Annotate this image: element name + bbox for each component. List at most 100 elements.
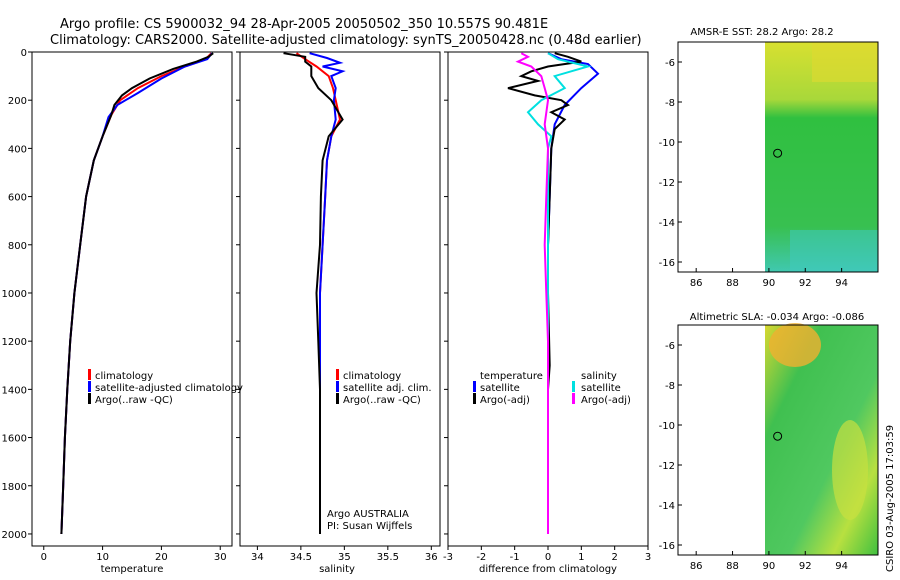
map-x-tick-label: 86	[690, 278, 703, 289]
sst-cool-patch	[790, 230, 878, 272]
map-x-tick-label: 90	[763, 561, 776, 572]
y-tick-label: 1400	[2, 385, 27, 396]
legend-label-satellite: satellite-adjusted climatology	[95, 383, 243, 394]
sst-map-title: AMSR-E SST: 28.2 Argo: 28.2	[690, 27, 833, 38]
map-y-tick-label: -12	[659, 461, 675, 472]
header-line-1: Argo profile: CS 5900032_94 28-Apr-2005 …	[60, 17, 548, 32]
legend-label-argo: Argo(..raw -QC)	[343, 395, 421, 406]
sla-high-patch	[769, 323, 821, 367]
legend-swatch-temp-satellite	[473, 381, 476, 392]
map-x-tick-label: 88	[726, 278, 739, 289]
difference-y-ticks	[444, 51, 448, 535]
sla-argo-location-marker	[773, 431, 783, 441]
series-line-argo-raw-qc-	[60, 52, 214, 535]
map-x-tick-label: 86	[690, 561, 703, 572]
series-line-salinity-argo-adj-	[515, 52, 550, 534]
difference-xlabel: difference from climatology	[479, 564, 617, 575]
legend-label-sal-argo: Argo(-adj)	[581, 395, 631, 406]
map-y-tick-label: -10	[659, 138, 675, 149]
map-x-tick-label: 90	[763, 278, 776, 289]
temperature-axes-frame	[31, 51, 233, 547]
y-tick-label: 1200	[2, 337, 27, 348]
salinity-x-axis: 34 34.5 35 35.5 36	[251, 546, 438, 563]
legend-label-sal-satellite: satellite	[581, 383, 621, 394]
salinity-legend: climatology satellite adj. clim. Argo(..…	[336, 369, 432, 406]
map-x-tick-label: 94	[835, 561, 848, 572]
map-y-tick-label: -12	[659, 178, 675, 189]
y-tick-label: 800	[8, 241, 27, 252]
legend-swatch-sal-satellite	[572, 381, 575, 392]
series-line-climatology	[60, 52, 213, 535]
y-tick-label: 400	[8, 144, 27, 155]
series-line-argo-raw-qc-	[283, 52, 344, 534]
legend-swatch-climatology	[88, 369, 91, 380]
map-y-tick-label: -16	[659, 541, 675, 552]
legend-label-climatology: climatology	[95, 371, 153, 382]
legend-swatch-temp-argo	[473, 393, 476, 404]
y-tick-label: 0	[21, 48, 27, 59]
temperature-x-axis: 0 10 20 30	[41, 546, 227, 563]
map-y-tick-label: -10	[659, 421, 675, 432]
x-tick-label: 34	[251, 552, 264, 563]
map-y-tick-label: -16	[659, 258, 675, 269]
series-line-temperature-satellite	[547, 52, 600, 534]
y-tick-label: 1800	[2, 482, 27, 493]
legend-label-salinity: salinity	[581, 371, 617, 382]
y-tick-label: 1600	[2, 434, 27, 445]
x-tick-label: -1	[510, 552, 520, 563]
x-tick-label: 1	[578, 552, 584, 563]
map-y-tick-label: -14	[659, 501, 675, 512]
temperature-legend: climatology satellite-adjusted climatolo…	[88, 369, 243, 406]
sla-map-axes: 86 88 90 92 94 -6 -8 -10 -12 -14 -16	[659, 341, 848, 572]
legend-swatch-satellite	[88, 381, 91, 392]
sla-map-panel: Altimetric SLA: -0.034 Argo: -0.086 86 88…	[659, 312, 879, 572]
legend-label-temp-argo: Argo(-adj)	[480, 395, 530, 406]
series-line-satellite	[60, 52, 213, 535]
map-y-tick-label: -14	[659, 218, 675, 229]
sla-map-frame	[677, 324, 879, 556]
salinity-panel: 34 34.5 35 35.5 36 salinity climatology sate…	[236, 51, 441, 575]
x-tick-label: 35	[338, 552, 351, 563]
legend-label-temp-satellite: satellite	[480, 383, 520, 394]
y-tick-label: 1000	[2, 289, 27, 300]
x-tick-label: 0	[545, 552, 551, 563]
legend-swatch-sal-argo	[572, 393, 575, 404]
difference-panel: -3 -2 -1 0 1 2 3 difference from climatology t…	[443, 51, 651, 575]
salinity-xlabel: salinity	[319, 564, 355, 575]
map-y-tick-label: -6	[665, 341, 675, 352]
x-tick-label: -3	[443, 552, 453, 563]
credit-text: CSIRO 03-Aug-2005 17:03:59	[885, 425, 896, 572]
sst-map-axes: 86 88 90 92 94 -6 -8 -10 -12 -14 -16	[659, 58, 848, 289]
header-line-2: Climatology: CARS2000. Satellite-adjuste…	[50, 33, 642, 48]
legend-swatch-satellite	[336, 381, 339, 392]
x-tick-label: 0	[41, 552, 47, 563]
series-line-salinity-satellite	[526, 52, 592, 534]
sst-warm-patch	[812, 42, 878, 82]
map-y-tick-label: -6	[665, 58, 675, 69]
sla-ridge-patch	[832, 420, 868, 520]
y-tick-label: 600	[8, 193, 27, 204]
sla-map-title: Altimetric SLA: -0.034 Argo: -0.086	[690, 312, 865, 323]
x-tick-label: 2	[611, 552, 617, 563]
sst-map-frame	[677, 41, 879, 273]
legend-label-argo: Argo(..raw -QC)	[95, 395, 173, 406]
depth-axis: 0 200 400 600 800 1000 1200 1400 1600 1800 2000	[2, 48, 32, 541]
salinity-y-ticks	[236, 51, 240, 535]
legend-label-temperature: temperature	[480, 371, 543, 382]
temperature-panel: 0 200 400 600 800 1000 1200 1400 1600 1800 2000 0 1…	[2, 48, 243, 575]
legend-swatch-climatology	[336, 369, 339, 380]
series-line-temperature-argo-adj-	[507, 52, 582, 534]
temperature-xlabel: temperature	[101, 564, 164, 575]
sst-argo-location-marker	[773, 148, 783, 158]
x-tick-label: 30	[214, 552, 227, 563]
x-tick-label: 20	[155, 552, 168, 563]
legend-swatch-argo	[336, 393, 339, 404]
difference-x-axis: -3 -2 -1 0 1 2 3	[443, 546, 651, 563]
map-y-tick-label: -8	[665, 98, 675, 109]
x-tick-label: 35.5	[377, 552, 399, 563]
argo-annotation-1: Argo AUSTRALIA	[327, 509, 409, 520]
y-tick-label: 200	[8, 96, 27, 107]
x-tick-label: -2	[476, 552, 486, 563]
legend-swatch-argo	[88, 393, 91, 404]
